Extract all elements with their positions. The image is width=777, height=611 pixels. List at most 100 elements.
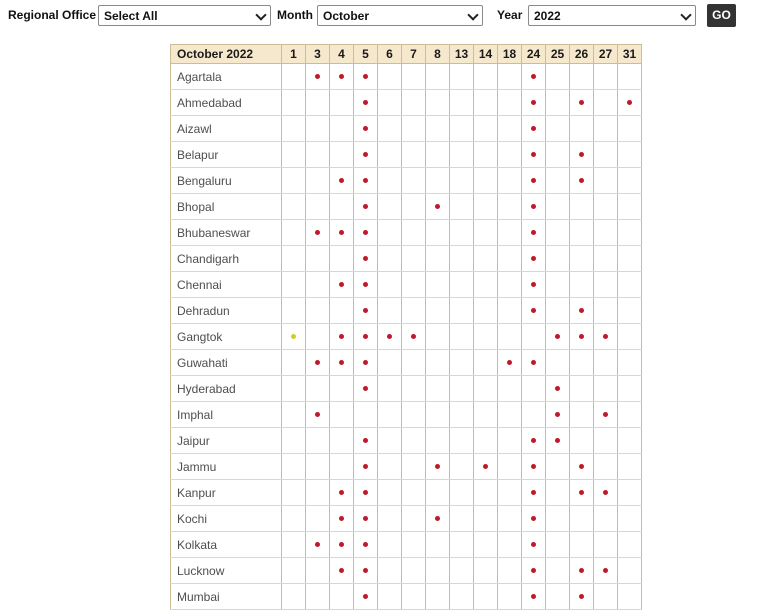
event-dot[interactable] — [363, 151, 368, 157]
event-dot[interactable] — [339, 177, 344, 183]
event-dot[interactable] — [363, 333, 368, 339]
event-dot[interactable] — [603, 411, 608, 417]
event-dot[interactable] — [363, 515, 368, 521]
event-dot[interactable] — [531, 281, 536, 287]
event-dot[interactable] — [531, 177, 536, 183]
event-dot[interactable] — [339, 489, 344, 495]
event-dot[interactable] — [435, 203, 440, 209]
event-dot[interactable] — [363, 385, 368, 391]
go-button[interactable]: GO — [707, 4, 736, 27]
event-dot[interactable] — [579, 593, 584, 599]
event-dot-yellow[interactable] — [291, 333, 296, 339]
event-dot[interactable] — [531, 489, 536, 495]
calendar-cell — [617, 427, 642, 454]
event-dot[interactable] — [315, 229, 320, 235]
event-dot[interactable] — [531, 125, 536, 131]
event-dot[interactable] — [579, 489, 584, 495]
event-dot[interactable] — [483, 463, 488, 469]
event-dot[interactable] — [363, 567, 368, 573]
event-dot[interactable] — [363, 177, 368, 183]
event-dot[interactable] — [315, 541, 320, 547]
event-dot[interactable] — [339, 515, 344, 521]
event-dot[interactable] — [579, 307, 584, 313]
event-dot[interactable] — [363, 437, 368, 443]
event-dot[interactable] — [555, 437, 560, 443]
event-dot[interactable] — [363, 359, 368, 365]
calendar-cell — [425, 63, 450, 90]
year-select[interactable]: 2022 — [528, 5, 696, 26]
event-dot[interactable] — [579, 99, 584, 105]
event-dot[interactable] — [531, 99, 536, 105]
event-dot[interactable] — [339, 333, 344, 339]
event-dot[interactable] — [531, 307, 536, 313]
event-dot[interactable] — [339, 359, 344, 365]
calendar-cell — [521, 271, 546, 298]
event-dot[interactable] — [531, 73, 536, 79]
event-dot[interactable] — [339, 73, 344, 79]
event-dot[interactable] — [387, 333, 392, 339]
calendar-cell — [281, 323, 306, 350]
event-dot[interactable] — [531, 541, 536, 547]
calendar-cell — [617, 349, 642, 376]
event-dot[interactable] — [363, 541, 368, 547]
event-dot[interactable] — [363, 463, 368, 469]
event-dot[interactable] — [579, 177, 584, 183]
event-dot[interactable] — [339, 541, 344, 547]
event-dot[interactable] — [579, 151, 584, 157]
event-dot[interactable] — [603, 567, 608, 573]
event-dot[interactable] — [555, 333, 560, 339]
calendar-cell — [545, 271, 570, 298]
calendar-cell — [593, 323, 618, 350]
event-dot[interactable] — [603, 333, 608, 339]
event-dot[interactable] — [363, 229, 368, 235]
calendar-cell — [329, 245, 354, 272]
event-dot[interactable] — [363, 73, 368, 79]
month-select[interactable]: October — [317, 5, 483, 26]
calendar-cell — [425, 479, 450, 506]
event-dot[interactable] — [531, 255, 536, 261]
event-dot[interactable] — [531, 515, 536, 521]
event-dot[interactable] — [315, 359, 320, 365]
event-dot[interactable] — [339, 567, 344, 573]
event-dot[interactable] — [363, 281, 368, 287]
event-dot[interactable] — [435, 463, 440, 469]
event-dot[interactable] — [531, 463, 536, 469]
event-dot[interactable] — [555, 411, 560, 417]
event-dot[interactable] — [579, 567, 584, 573]
event-dot[interactable] — [363, 255, 368, 261]
table-row: Bhubaneswar — [170, 219, 642, 246]
event-dot[interactable] — [531, 229, 536, 235]
event-dot[interactable] — [531, 359, 536, 365]
event-dot[interactable] — [531, 437, 536, 443]
event-dot[interactable] — [339, 229, 344, 235]
event-dot[interactable] — [315, 73, 320, 79]
event-dot[interactable] — [603, 489, 608, 495]
event-dot[interactable] — [579, 463, 584, 469]
city-name: Hyderabad — [170, 375, 282, 402]
event-dot[interactable] — [531, 593, 536, 599]
calendar-title: October 2022 — [170, 44, 282, 64]
calendar-cell — [281, 245, 306, 272]
event-dot[interactable] — [363, 203, 368, 209]
event-dot[interactable] — [435, 515, 440, 521]
event-dot[interactable] — [363, 99, 368, 105]
calendar-cell — [617, 323, 642, 350]
date-column-header: 8 — [425, 44, 450, 64]
event-dot[interactable] — [627, 99, 632, 105]
event-dot[interactable] — [411, 333, 416, 339]
event-dot[interactable] — [555, 385, 560, 391]
event-dot[interactable] — [363, 307, 368, 313]
event-dot[interactable] — [363, 125, 368, 131]
event-dot[interactable] — [363, 489, 368, 495]
event-dot[interactable] — [531, 151, 536, 157]
event-dot[interactable] — [531, 567, 536, 573]
event-dot[interactable] — [507, 359, 512, 365]
event-dot[interactable] — [531, 203, 536, 209]
event-dot[interactable] — [363, 593, 368, 599]
calendar-cell — [593, 427, 618, 454]
event-dot[interactable] — [339, 281, 344, 287]
event-dot[interactable] — [315, 411, 320, 417]
calendar-cell — [377, 115, 402, 142]
event-dot[interactable] — [579, 333, 584, 339]
regional-office-select[interactable]: Select All — [98, 5, 271, 26]
